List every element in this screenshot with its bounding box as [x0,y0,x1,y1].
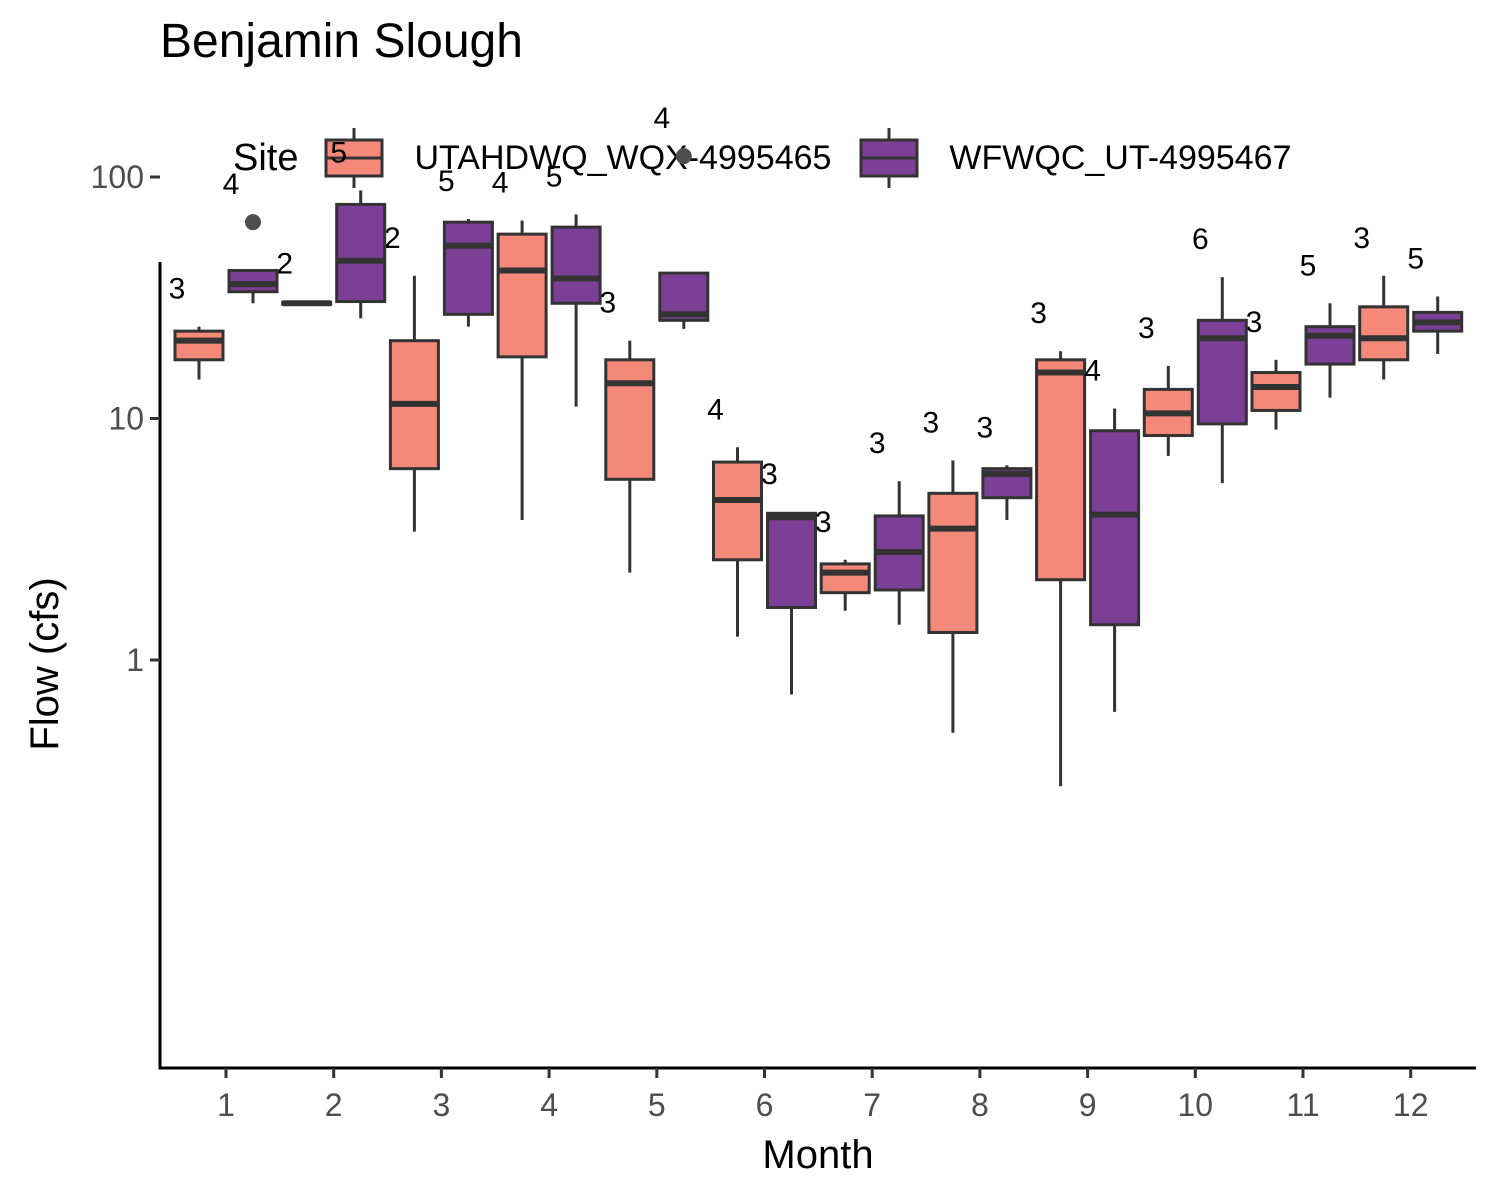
legend: Site UTAHDWQ_WQX-4995465 WFWQC_UT-499546… [233,126,1319,190]
x-tick-label: 5 [648,1087,666,1123]
box-0-month-9: 3 [1030,297,1087,787]
legend-item-series-1: WFWQC_UT-4995467 [859,128,1291,188]
box-body [1035,358,1087,582]
n-label: 3 [761,458,778,491]
n-label: 3 [977,411,994,444]
n-label: 5 [1300,249,1317,282]
n-label: 5 [1407,243,1424,276]
n-label: 3 [169,273,186,306]
box-body [550,225,602,305]
box-body [712,460,763,562]
box-1-month-12: 5 [1407,243,1464,354]
legend-label-series-0: UTAHDWQ_WQX-4995465 [414,138,832,177]
y-axis-title: Flow (cfs) [23,577,67,750]
y-tick-label: 100 [91,159,144,195]
n-label: 5 [330,136,347,169]
x-tick-label: 11 [1286,1087,1319,1123]
n-label: 4 [1084,355,1101,388]
box-0-month-1: 3 [169,273,225,380]
box-body [227,269,279,294]
box-body [819,562,871,595]
chart-title: Benjamin Slough [160,15,523,68]
box-body [927,491,979,634]
x-tick-label: 2 [325,1087,343,1123]
box-body [1304,325,1356,366]
box-body [496,232,548,359]
n-label: 6 [1192,223,1209,256]
legend-swatch-series-1 [859,128,919,188]
x-tick-label: 4 [540,1087,558,1123]
n-label: 4 [492,167,509,200]
x-tick-label: 7 [863,1087,881,1123]
legend-swatch-series-0 [324,128,384,188]
n-label: 3 [1246,306,1263,339]
x-tick-label: 10 [1178,1087,1214,1123]
x-tick-label: 9 [1079,1087,1097,1123]
n-label: 4 [653,102,670,135]
box-1-month-10: 6 [1192,223,1248,484]
box-body [173,329,225,362]
box-0-month-12: 3 [1353,222,1410,380]
x-axis-title: Month [762,1133,873,1177]
x-tick-label: 3 [433,1087,451,1123]
x-tick-label: 1 [217,1087,235,1123]
n-label: 5 [546,160,563,193]
box-body [1250,371,1302,412]
outlier-point [675,148,692,165]
box-1-month-7: 3 [869,427,925,625]
y-tick-label: 1 [126,642,144,678]
n-label: 3 [599,287,616,320]
n-label: 3 [923,407,940,440]
box-1-month-6: 3 [761,458,817,695]
box-1-month-8: 3 [977,411,1033,520]
box-0-month-6: 4 [707,393,763,637]
n-label: 5 [438,165,455,198]
box-body [335,202,387,304]
box-1-month-1: 4 [223,168,279,304]
box-0-month-10: 3 [1138,312,1194,456]
box-0-month-11: 3 [1246,306,1302,430]
box-0-month-8: 3 [923,407,979,733]
box-1-month-11: 5 [1300,249,1356,398]
box-0-month-7: 3 [815,506,871,611]
n-label: 4 [223,168,240,201]
boxes-layer: 3 2 2 4 3 4 3 3 3 3 3 3 4 5 5 5 4 3 3 3 4 6 5 5 [169,102,1464,787]
box-0-month-5: 3 [599,287,656,573]
n-label: 4 [707,393,724,426]
box-body [442,220,494,316]
n-label: 3 [1138,312,1155,345]
x-tick-label: 8 [971,1087,989,1123]
n-label: 3 [815,506,832,539]
box-0-month-2: 2 [276,248,333,307]
box-1-month-5: 4 [653,102,710,329]
n-label: 3 [869,427,886,460]
box-body [1089,429,1141,627]
box-0-month-3: 2 [384,222,440,532]
box-body [604,358,656,481]
box-body [766,511,817,609]
x-tick-label: 12 [1393,1087,1429,1123]
box-1-month-2: 5 [330,136,387,319]
legend-label-series-1: WFWQC_UT-4995467 [949,138,1292,177]
box-1-month-9: 4 [1084,355,1141,712]
legend-title: Site [233,136,299,179]
n-label: 3 [1353,222,1370,255]
box-1-month-4: 5 [546,160,602,407]
box-1-month-3: 5 [438,165,494,327]
legend-item-series-0: UTAHDWQ_WQX-4995465 [324,128,831,188]
box-0-month-4: 4 [492,167,548,520]
n-label: 2 [384,222,401,255]
n-label: 2 [276,248,293,281]
x-tick-label: 6 [756,1087,774,1123]
box-body [1358,305,1410,362]
outlier-point [245,214,261,231]
y-tick-label: 10 [108,401,144,437]
n-label: 3 [1030,297,1047,330]
